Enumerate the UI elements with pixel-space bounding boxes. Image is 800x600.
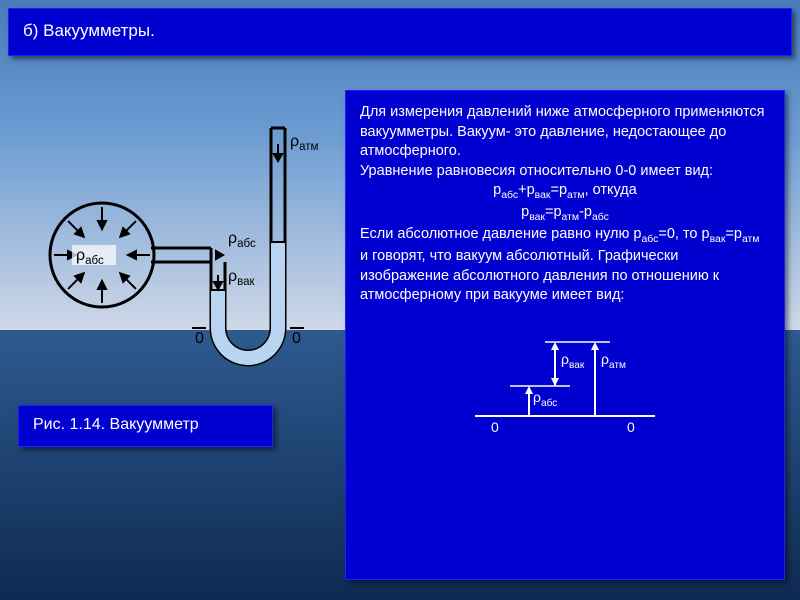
caption-text: Рис. 1.14. Вакуумметр [33, 416, 199, 433]
paragraph-1: Для измерения давлений ниже атмосферного… [360, 103, 770, 162]
small-zero-left: 0 [491, 418, 499, 437]
label-rho-abs-vessel: ρабс [76, 247, 104, 267]
vacuum-gauge-diagram: ρатм ρабс ρабс ρвак 0 0 [20, 100, 330, 390]
small-zero-right: 0 [627, 418, 635, 437]
pressure-bar-diagram: ρвак ρатм ρабс 0 0 [455, 324, 675, 434]
small-diagram-svg [455, 324, 675, 434]
label-zero-left: 0 [195, 330, 204, 348]
small-label-atm: ρатм [601, 350, 626, 372]
label-zero-right: 0 [292, 330, 301, 348]
label-rho-vak: ρвак [228, 268, 255, 288]
title-panel: б) Вакуумметры. [8, 8, 792, 56]
paragraph-3: Если абсолютное давление равно нулю рабс… [360, 225, 770, 306]
equation-2: рвак=ратм-рабс [360, 203, 770, 225]
title-text: б) Вакуумметры. [23, 21, 155, 40]
text-panel: Для измерения давлений ниже атмосферного… [345, 90, 785, 580]
label-rho-atm: ρатм [290, 133, 318, 153]
caption-panel: Рис. 1.14. Вакуумметр [18, 405, 273, 447]
label-rho-abs-tube: ρабс [228, 230, 256, 250]
small-label-abs: ρабс [533, 388, 557, 410]
utube-liquid [211, 242, 285, 365]
equation-1: рабс+рвак=ратм, откуда [360, 181, 770, 203]
small-label-vak: ρвак [561, 350, 584, 372]
diagram-svg [20, 100, 330, 390]
paragraph-2: Уравнение равновесия относительно 0-0 им… [360, 162, 770, 182]
